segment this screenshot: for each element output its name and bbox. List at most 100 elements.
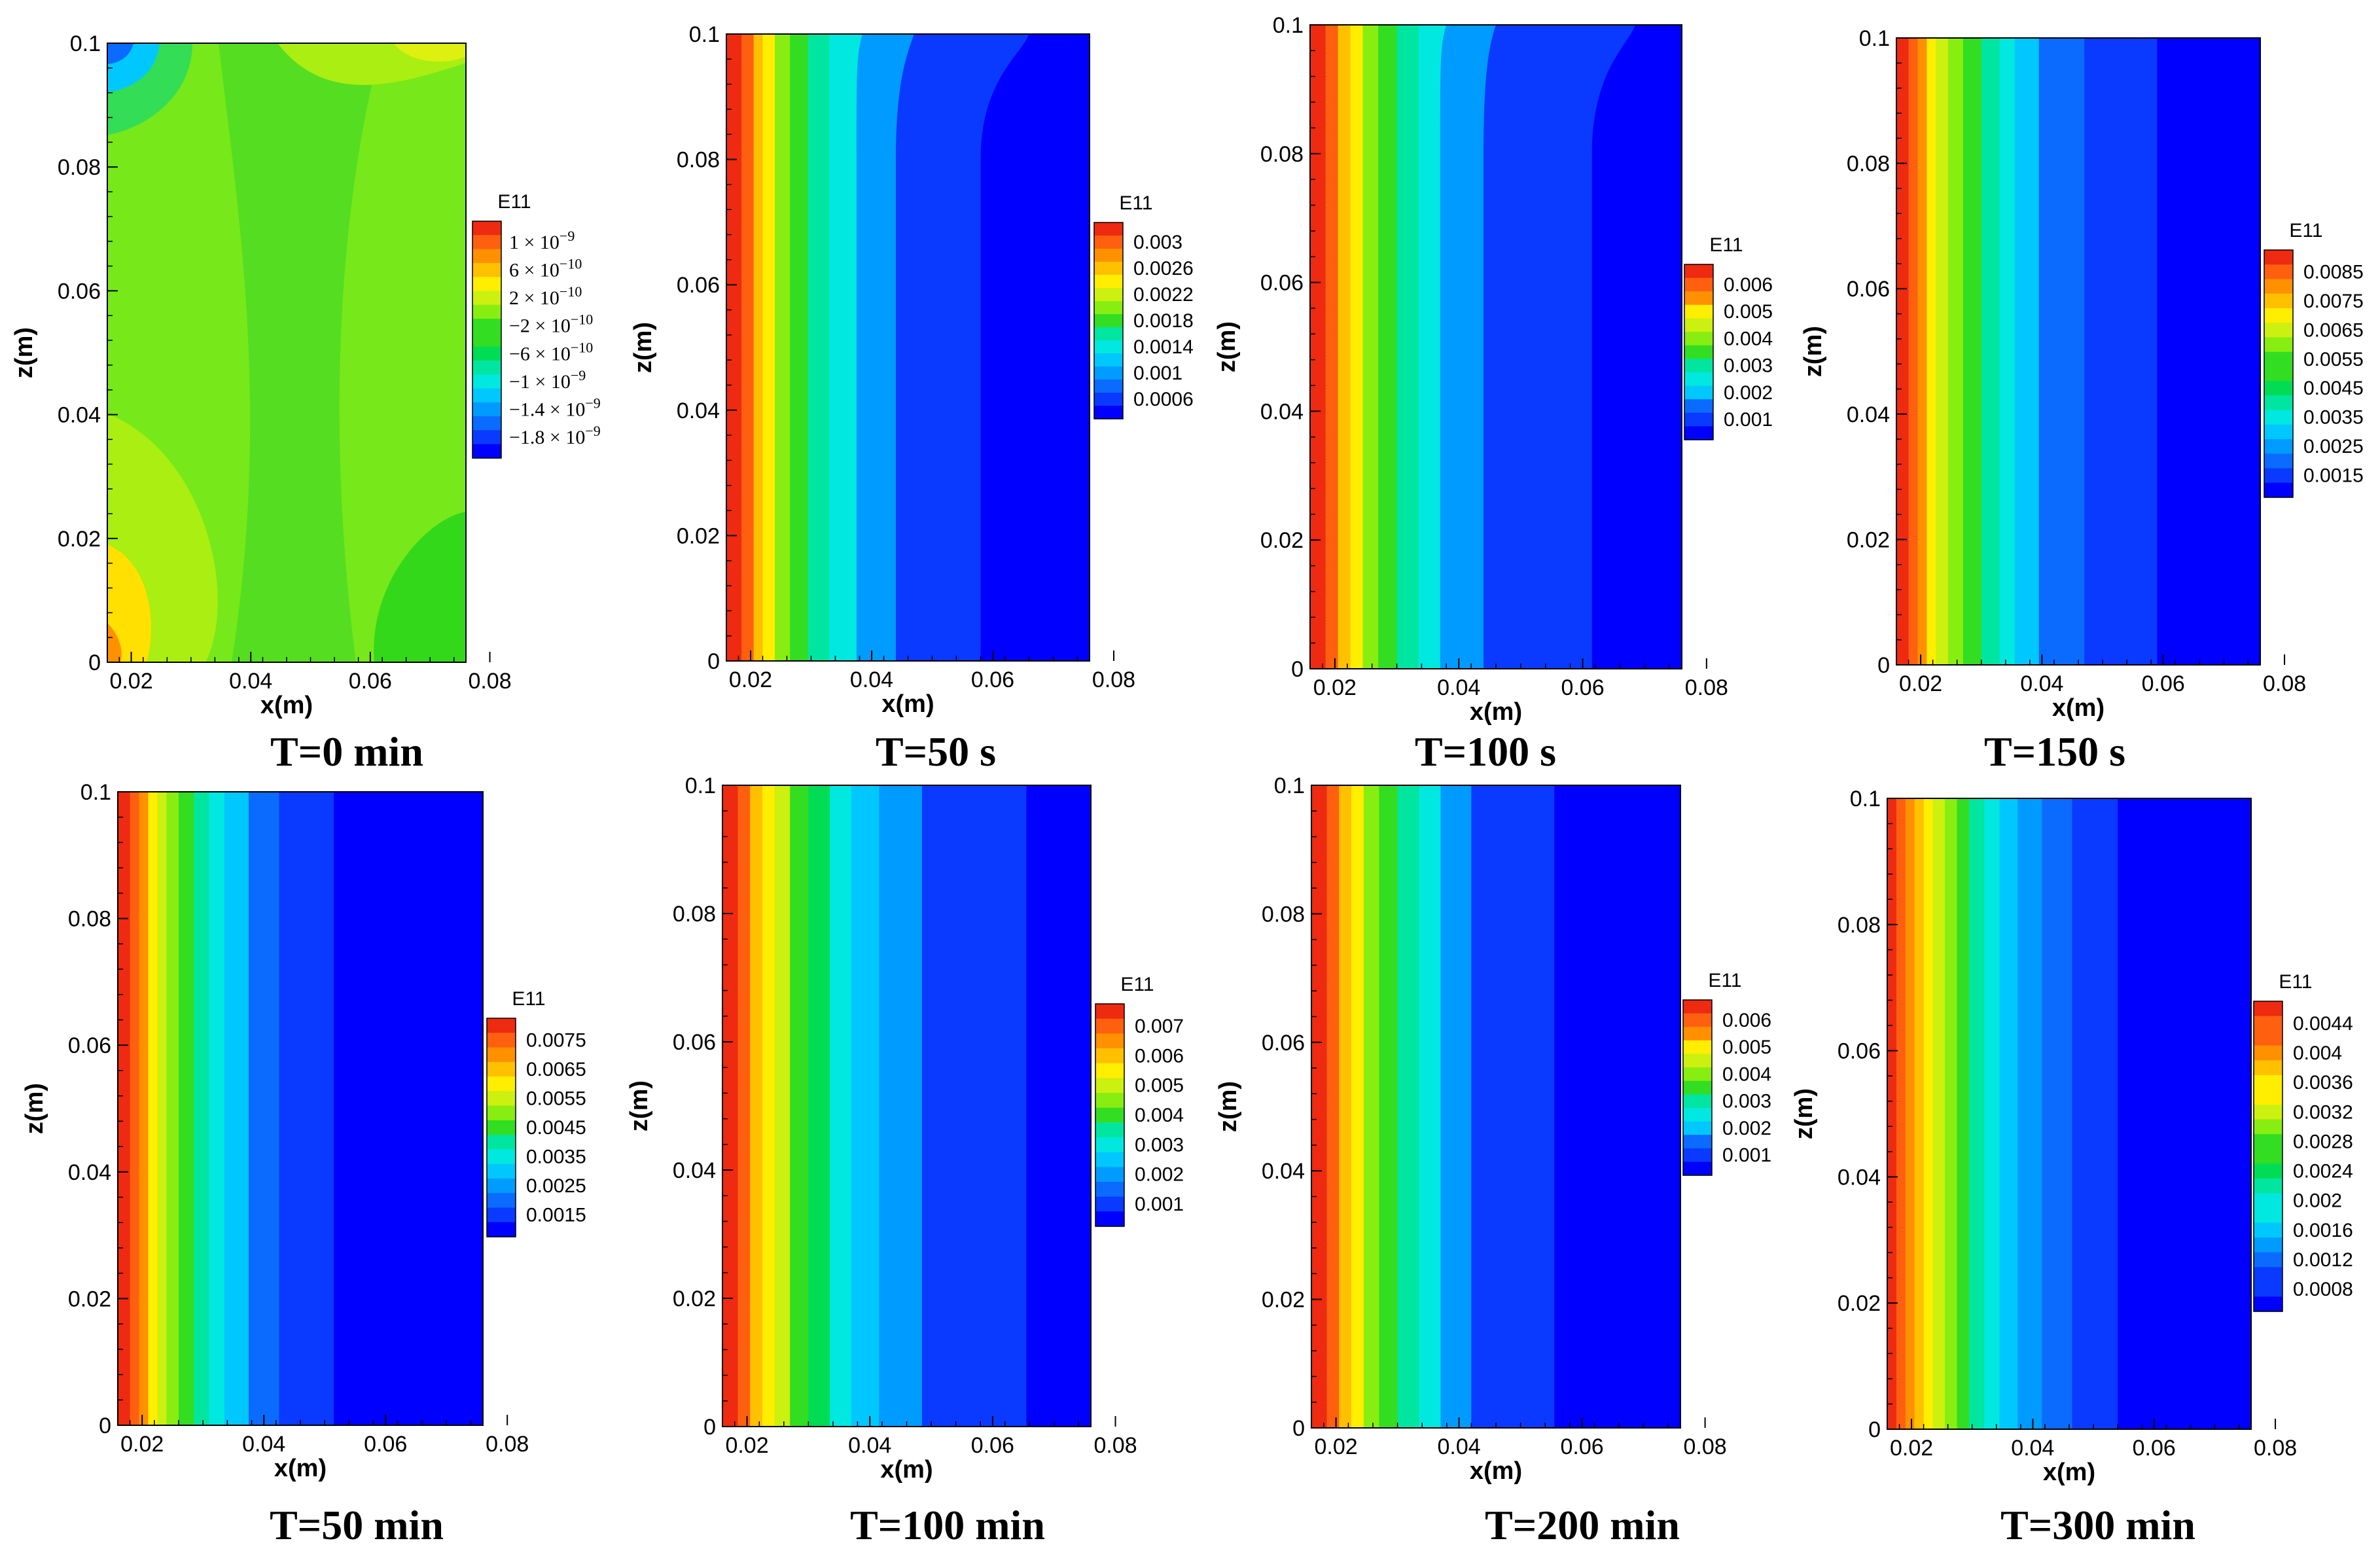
panel-caption: T=50 s (876, 728, 996, 775)
y-tick-label: 0.06 (68, 1033, 111, 1058)
legend-swatch (1094, 301, 1123, 315)
legend-label: 0.007 (1135, 1016, 1184, 1037)
y-tick-label: 0.1 (1859, 26, 1890, 51)
x-tick-label: 0.02 (725, 1433, 768, 1458)
legend-label: 0.0055 (2303, 349, 2364, 370)
legend-swatch (472, 346, 501, 361)
contour-band (374, 512, 466, 662)
legend-swatch (1094, 327, 1123, 341)
x-tick-label: 0.06 (349, 669, 392, 694)
legend-swatch (487, 1135, 516, 1150)
legend-swatch (1094, 353, 1123, 367)
legend-swatch (2264, 323, 2293, 338)
legend-label: 0.0035 (2303, 407, 2364, 429)
legend-swatch (1094, 249, 1123, 262)
legend-swatch (2254, 1193, 2282, 1209)
legend-swatch (472, 332, 501, 347)
legend-swatch (1095, 1196, 1124, 1212)
contour-band (2157, 38, 2260, 665)
x-tick-label: 0.08 (486, 1432, 529, 1457)
legend-swatch (2254, 1281, 2282, 1298)
legend-label: 0.003 (1722, 1091, 1771, 1112)
legend-swatch (1094, 275, 1123, 289)
y-tick-label: 0.1 (1274, 773, 1305, 798)
x-tick-label: 0.02 (1890, 1436, 1933, 1461)
legend-swatch (2254, 1060, 2282, 1076)
legend-swatch (2254, 1016, 2282, 1031)
plot-area (1311, 785, 1680, 1428)
legend-label: 6 × 10−10 (509, 256, 582, 281)
legend-swatch (1684, 332, 1713, 346)
panel-caption: T=0 min (270, 728, 423, 775)
legend-frame (1684, 264, 1714, 440)
y-tick-label: 0.02 (68, 1287, 111, 1311)
legend-swatch (1095, 1107, 1124, 1123)
legend-swatch (1684, 345, 1713, 359)
legend-label: 0.0018 (1133, 310, 1194, 332)
x-tick-label: 0.02 (1315, 1434, 1358, 1459)
x-tick-label: 0.06 (2133, 1436, 2176, 1461)
y-tick-label: 0.02 (58, 527, 101, 552)
legend-swatch (1684, 264, 1713, 279)
y-tick-label: 0 (88, 650, 101, 675)
legend-swatch (1095, 1078, 1124, 1093)
legend-swatch (1095, 1048, 1124, 1064)
legend-swatch (2264, 366, 2293, 382)
legend-swatch (487, 1207, 516, 1223)
legend-swatch (2254, 1045, 2282, 1061)
legend-swatch (2254, 1164, 2282, 1179)
legend-title: E11 (2279, 971, 2312, 993)
legend-label: 0.005 (1724, 301, 1773, 323)
y-tick-label: 0.06 (58, 279, 101, 304)
y-tick-label: 0 (1292, 1416, 1305, 1441)
legend-label: −1.8 × 10−9 (509, 423, 601, 448)
legend-label: 0.0008 (2293, 1279, 2353, 1300)
legend-swatch (1683, 1121, 1712, 1135)
contour-panel-8: 0.02 0.04 0.06 0.08 0 0.02 0.04 0.06 0.08 0.1 x(m)… (1790, 787, 2353, 1548)
legend-swatch (472, 262, 501, 277)
legend-swatch (487, 1105, 516, 1121)
y-axis-label: z(m) (630, 322, 657, 373)
legend-swatch (2254, 1237, 2282, 1253)
legend-label: 0.0015 (2303, 465, 2364, 487)
legend-swatch (2264, 308, 2293, 323)
legend-swatch (472, 402, 501, 417)
contour-panel-7: 0.02 0.04 0.06 0.08 0 0.02 0.04 0.06 0.08 0.1 x(m)… (1215, 773, 1771, 1548)
legend-label: 0.002 (1724, 382, 1773, 404)
legend-label: 0.001 (1724, 409, 1773, 431)
y-tick-label: 0.08 (1838, 913, 1881, 938)
legend-swatch (2254, 1105, 2282, 1120)
x-tick-label: 0.06 (364, 1432, 407, 1457)
legend-swatch (487, 1033, 516, 1048)
legend-label: 0.002 (2293, 1190, 2342, 1212)
legend-swatch (487, 1047, 516, 1063)
legend-frame (1095, 1003, 1125, 1227)
contour-band (1554, 785, 1680, 1428)
y-tick-label: 0.04 (1262, 1159, 1305, 1184)
legend-label: 2 × 10−10 (509, 283, 582, 309)
x-tick-label: 0.08 (1092, 667, 1135, 692)
legend-swatch (1094, 314, 1123, 328)
legend-label: 0.0028 (2293, 1131, 2353, 1152)
y-axis-label: z(m) (1213, 321, 1241, 372)
y-tick-label: 0.04 (673, 1158, 716, 1183)
legend-swatch (2264, 468, 2293, 484)
legend-title: E11 (1708, 970, 1741, 991)
legend-swatch (2264, 395, 2293, 411)
x-tick-label: 0.06 (971, 1433, 1014, 1458)
y-tick-label: 0.08 (1260, 142, 1304, 167)
legend-swatch (1684, 399, 1713, 414)
x-tick-label: 0.04 (850, 667, 893, 692)
contour-band (107, 623, 122, 662)
x-tick-label: 0.08 (1685, 675, 1728, 700)
legend-swatch (1094, 366, 1123, 380)
legend-swatch (1095, 1063, 1124, 1078)
y-tick-label: 0.1 (70, 31, 101, 56)
legend-swatch (2264, 439, 2293, 454)
y-tick-label: 0 (1291, 657, 1304, 682)
legend-label: −1 × 10−9 (509, 367, 586, 393)
y-tick-label: 0 (1877, 653, 1890, 678)
legend-swatch (1094, 380, 1123, 393)
legend-swatch (2264, 410, 2293, 425)
legend-swatch (2254, 1075, 2282, 1091)
